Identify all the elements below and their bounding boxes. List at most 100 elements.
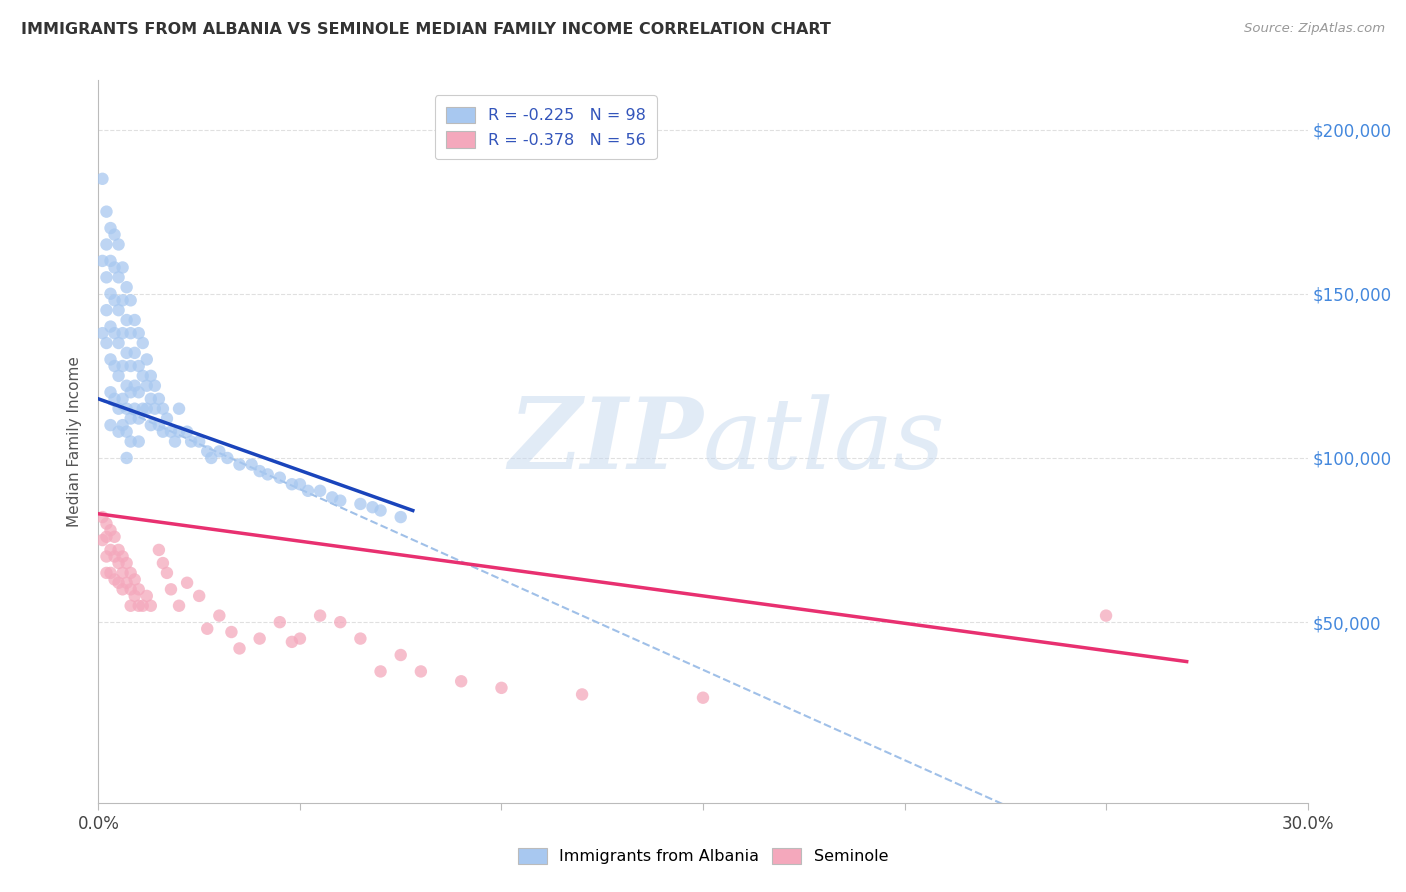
Point xyxy=(156,566,179,580)
Point xyxy=(115,378,138,392)
Point xyxy=(100,542,122,557)
Point xyxy=(450,674,472,689)
Point xyxy=(132,401,155,416)
Point xyxy=(156,411,179,425)
Point xyxy=(228,458,250,472)
Point xyxy=(349,632,371,646)
Point xyxy=(135,352,157,367)
Point xyxy=(208,444,231,458)
Point xyxy=(111,392,134,406)
Point xyxy=(139,418,162,433)
Point xyxy=(139,599,162,613)
Point xyxy=(128,385,150,400)
Point xyxy=(132,336,155,351)
Point xyxy=(135,589,157,603)
Point xyxy=(148,392,170,406)
Point xyxy=(195,622,218,636)
Point xyxy=(128,326,150,341)
Point xyxy=(124,313,146,327)
Point xyxy=(107,336,129,351)
Point xyxy=(120,434,142,449)
Point xyxy=(160,425,183,439)
Point xyxy=(143,401,166,416)
Point xyxy=(96,336,118,351)
Point xyxy=(128,434,150,449)
Point xyxy=(100,566,122,580)
Point xyxy=(152,425,174,439)
Point xyxy=(96,270,118,285)
Point xyxy=(96,530,118,544)
Point xyxy=(132,368,155,383)
Point xyxy=(281,477,304,491)
Point xyxy=(103,392,125,406)
Point xyxy=(389,510,412,524)
Point xyxy=(297,483,319,498)
Point xyxy=(143,378,166,392)
Point xyxy=(111,549,134,564)
Point xyxy=(571,687,593,701)
Point xyxy=(100,319,122,334)
Point xyxy=(111,566,134,580)
Point xyxy=(103,530,125,544)
Point xyxy=(115,575,138,590)
Point xyxy=(281,635,304,649)
Point xyxy=(124,346,146,360)
Point xyxy=(221,625,243,640)
Point xyxy=(124,378,146,392)
Point xyxy=(361,500,384,515)
Point xyxy=(124,401,146,416)
Y-axis label: Median Family Income: Median Family Income xyxy=(67,356,83,527)
Point xyxy=(135,378,157,392)
Text: Source: ZipAtlas.com: Source: ZipAtlas.com xyxy=(1244,22,1385,36)
Point xyxy=(240,458,263,472)
Point xyxy=(124,589,146,603)
Point xyxy=(370,503,392,517)
Point xyxy=(111,418,134,433)
Legend: Immigrants from Albania, Seminole: Immigrants from Albania, Seminole xyxy=(512,841,894,871)
Point xyxy=(124,573,146,587)
Point xyxy=(115,313,138,327)
Point xyxy=(128,359,150,373)
Point xyxy=(128,411,150,425)
Point xyxy=(91,326,114,341)
Point xyxy=(409,665,432,679)
Point xyxy=(96,516,118,531)
Point xyxy=(148,542,170,557)
Point xyxy=(389,648,412,662)
Point xyxy=(100,253,122,268)
Point xyxy=(309,483,332,498)
Text: atlas: atlas xyxy=(703,394,946,489)
Point xyxy=(115,425,138,439)
Point xyxy=(188,589,211,603)
Point xyxy=(107,556,129,570)
Point xyxy=(256,467,278,482)
Point xyxy=(195,444,218,458)
Point xyxy=(309,608,332,623)
Point xyxy=(176,425,198,439)
Point xyxy=(180,434,202,449)
Point xyxy=(115,450,138,465)
Point xyxy=(96,549,118,564)
Point xyxy=(249,464,271,478)
Point xyxy=(160,582,183,597)
Point xyxy=(188,434,211,449)
Point xyxy=(91,533,114,547)
Text: IMMIGRANTS FROM ALBANIA VS SEMINOLE MEDIAN FAMILY INCOME CORRELATION CHART: IMMIGRANTS FROM ALBANIA VS SEMINOLE MEDI… xyxy=(21,22,831,37)
Point xyxy=(91,510,114,524)
Point xyxy=(163,434,186,449)
Point xyxy=(100,352,122,367)
Point xyxy=(100,286,122,301)
Point xyxy=(96,204,118,219)
Point xyxy=(329,615,352,630)
Point xyxy=(107,237,129,252)
Point xyxy=(120,293,142,308)
Point xyxy=(152,556,174,570)
Point xyxy=(91,253,114,268)
Point xyxy=(349,497,371,511)
Point xyxy=(288,632,311,646)
Point xyxy=(115,556,138,570)
Point xyxy=(228,641,250,656)
Point xyxy=(111,260,134,275)
Point xyxy=(107,425,129,439)
Point xyxy=(491,681,513,695)
